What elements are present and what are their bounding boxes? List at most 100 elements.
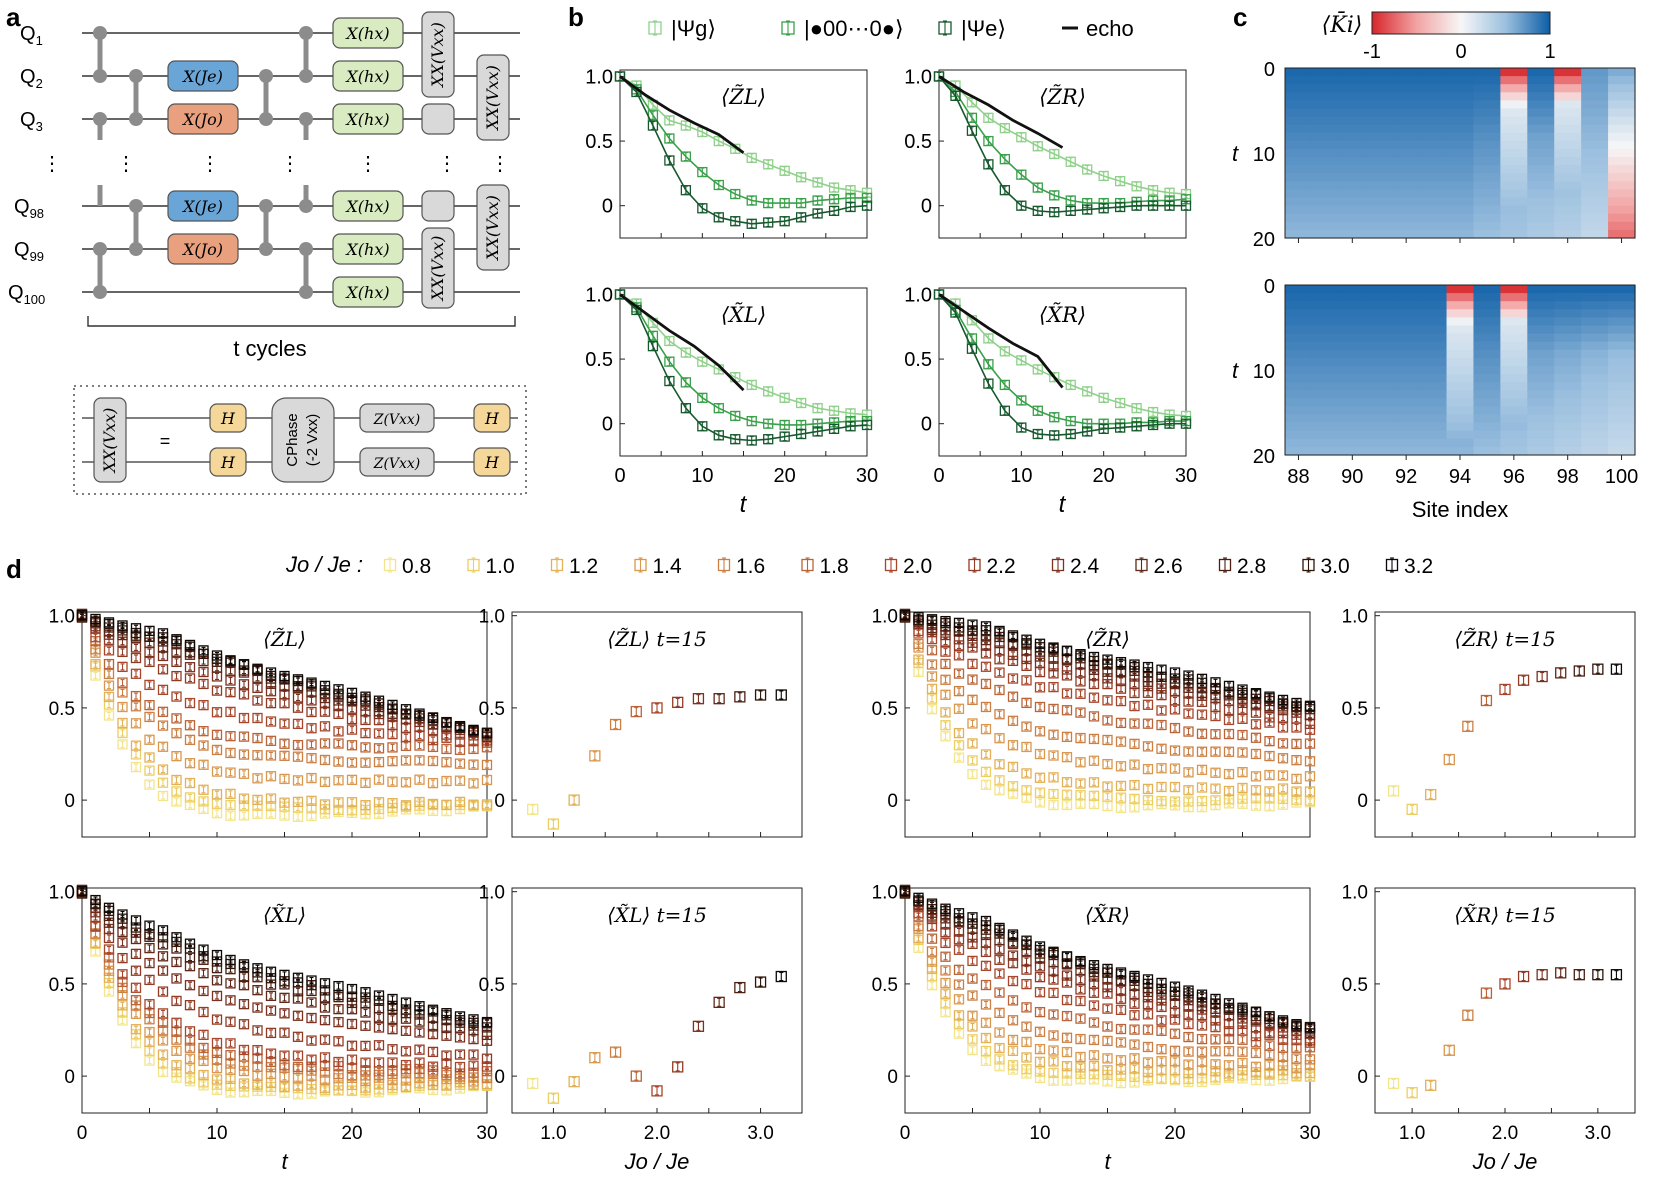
heatmap-cell — [1473, 317, 1501, 327]
data-point-b0-s2-12 — [812, 208, 823, 219]
data-point-d0-r7-t9 — [198, 678, 209, 690]
data-point-d2-r5-t18 — [1142, 718, 1154, 729]
data-point-d2-r1-t5 — [967, 755, 978, 766]
heatmap-cell — [1473, 100, 1501, 110]
data-point-d0-r4-t19 — [333, 756, 344, 767]
heatmap-cell — [1365, 165, 1394, 174]
series-line-1 — [938, 293, 1186, 425]
data-point-b2-s2-3 — [664, 375, 675, 387]
heatmap-cell — [1419, 165, 1448, 174]
data-point-d0-r7-t24 — [400, 722, 412, 733]
data-point-d2-r4-t29 — [1291, 754, 1302, 766]
heatmap-cell — [1338, 189, 1367, 199]
heatmap-cell — [1446, 221, 1475, 231]
heatmap-cell — [1527, 68, 1555, 77]
heatmap-cell — [1581, 221, 1609, 231]
legend-b-label-1: |●00⋯0●⟩ — [804, 16, 904, 41]
heatmap-cell — [1338, 148, 1367, 158]
data-point-d2-r3-t3 — [940, 689, 951, 700]
data-point-d2-r4-t22 — [1196, 746, 1208, 757]
data-point-d2-r2-t30 — [1304, 786, 1316, 797]
heatmap-cell — [1392, 148, 1421, 158]
data-point-d0-r3-t3 — [117, 701, 128, 713]
data-point-d0-r0-t5-box — [144, 779, 155, 790]
data-point-b1-s2-13 — [1147, 200, 1159, 211]
heatmap-cell — [1608, 165, 1636, 174]
heatmap-cell — [1554, 414, 1582, 424]
heatmap-cell — [1338, 213, 1367, 223]
data-point-d0-r6-t8 — [184, 697, 196, 709]
panel-b-plot-1-ytick-label: 0.5 — [904, 131, 932, 153]
heatmap-cell — [1608, 406, 1636, 416]
data-point-b3-s0-13 — [1147, 406, 1159, 418]
heatmap-cell — [1554, 140, 1582, 150]
qubit-label-q98: Q98 — [14, 196, 44, 221]
heatmap-cell — [1608, 301, 1636, 310]
data-point-d0-r3-t25 — [414, 774, 425, 785]
panel-d-plot-0-title: ⟨Z̃L⟩ — [263, 627, 306, 651]
heatmap-cell — [1338, 116, 1367, 126]
heatmap-cell — [1554, 157, 1582, 166]
heatmap-cell — [1311, 173, 1340, 182]
heatmap-cell — [1581, 390, 1609, 399]
heatmap-cell — [1285, 414, 1313, 424]
legend-d-title: Jo / Je : — [285, 552, 363, 577]
data-point-d0-r6-t2 — [103, 645, 115, 656]
data-point-d2-r2-t19 — [1156, 781, 1167, 793]
data-point-d0-r4-t9 — [198, 740, 209, 751]
heatmap-cell — [1473, 116, 1501, 126]
heatmap-cell — [1446, 341, 1475, 351]
heatmap-cell — [1500, 438, 1528, 448]
heatmap-xtick-label: 88 — [1287, 466, 1309, 488]
legend-b-marker-2 — [938, 20, 952, 36]
heatmap-cell — [1554, 108, 1582, 118]
data-point-b3-s2-9 — [1082, 426, 1093, 437]
heatmap-cell — [1500, 189, 1528, 199]
heatmap-cell — [1446, 382, 1475, 391]
panel-d-plot-1-title: ⟨Z̃L⟩ t=15 — [607, 627, 706, 651]
data-point-d1-8 — [692, 693, 705, 705]
data-point-d2-r2-t12 — [1061, 777, 1073, 788]
data-point-d2-r6-t14 — [1088, 692, 1100, 703]
data-point-d2-r3-t22 — [1196, 764, 1208, 776]
data-point-d0-r7-t12 — [238, 689, 250, 700]
data-point-d0-r5-t16 — [292, 739, 304, 751]
heatmap-cell — [1554, 165, 1582, 174]
data-point-d2-r4-t16 — [1115, 736, 1127, 747]
heatmap-cell — [1419, 173, 1448, 182]
heatmap-cell — [1285, 374, 1313, 383]
panel-b-plot-3-xtick-label: 20 — [1093, 465, 1115, 487]
heatmap-xtick-label: 100 — [1605, 466, 1638, 488]
decomp-cphase-param: (-2 Vxx) — [304, 414, 321, 467]
data-point-b0-s2-6 — [713, 212, 724, 223]
heatmap-cell — [1338, 422, 1367, 432]
panel-d-plot-0-ytick-label: 1.0 — [49, 607, 75, 628]
data-point-d2-r3-t18 — [1142, 763, 1154, 775]
heatmap-cell — [1500, 124, 1528, 134]
heatmap-cell — [1392, 181, 1421, 191]
heatmap-cell — [1365, 140, 1394, 150]
heatmap-cell — [1285, 357, 1313, 367]
qubit-labels: Q1 Q2 Q3 ⋮ Q98 Q99 Q100 — [8, 23, 62, 307]
heatmap-cell — [1581, 374, 1609, 383]
data-point-d2-r1-t16 — [1115, 792, 1127, 803]
series-echo-line — [938, 75, 1064, 149]
heatmap-cell — [1581, 293, 1609, 302]
heatmap-cell — [1500, 229, 1528, 239]
heatmap-cell — [1446, 173, 1475, 182]
data-point-b1-s0-8 — [1065, 156, 1076, 167]
heatmap-cell — [1419, 382, 1448, 391]
gate-x-hx-2-label: X(hx) — [344, 110, 389, 129]
panel-b-plot-1: 0 0.5 1.0 ⟨Z̃R⟩ — [904, 66, 1192, 239]
heatmap-cell — [1392, 68, 1421, 77]
heatmap-cell — [1500, 390, 1528, 399]
legend-d-marker-12 — [1385, 557, 1399, 573]
heatmap-cell — [1500, 414, 1528, 424]
heatmap-cell — [1473, 301, 1501, 310]
heatmap-cell — [1365, 285, 1394, 294]
decomposition: XX(Vxx) = H H CPhase (-2 Vxx) Z(Vxx) Z(Vxx) H H — [82, 397, 518, 483]
heatmap-cell — [1446, 349, 1475, 359]
data-point-b2-s1-3 — [664, 356, 675, 367]
heatmap-cell — [1581, 189, 1609, 199]
heatmap-cell — [1338, 357, 1367, 367]
